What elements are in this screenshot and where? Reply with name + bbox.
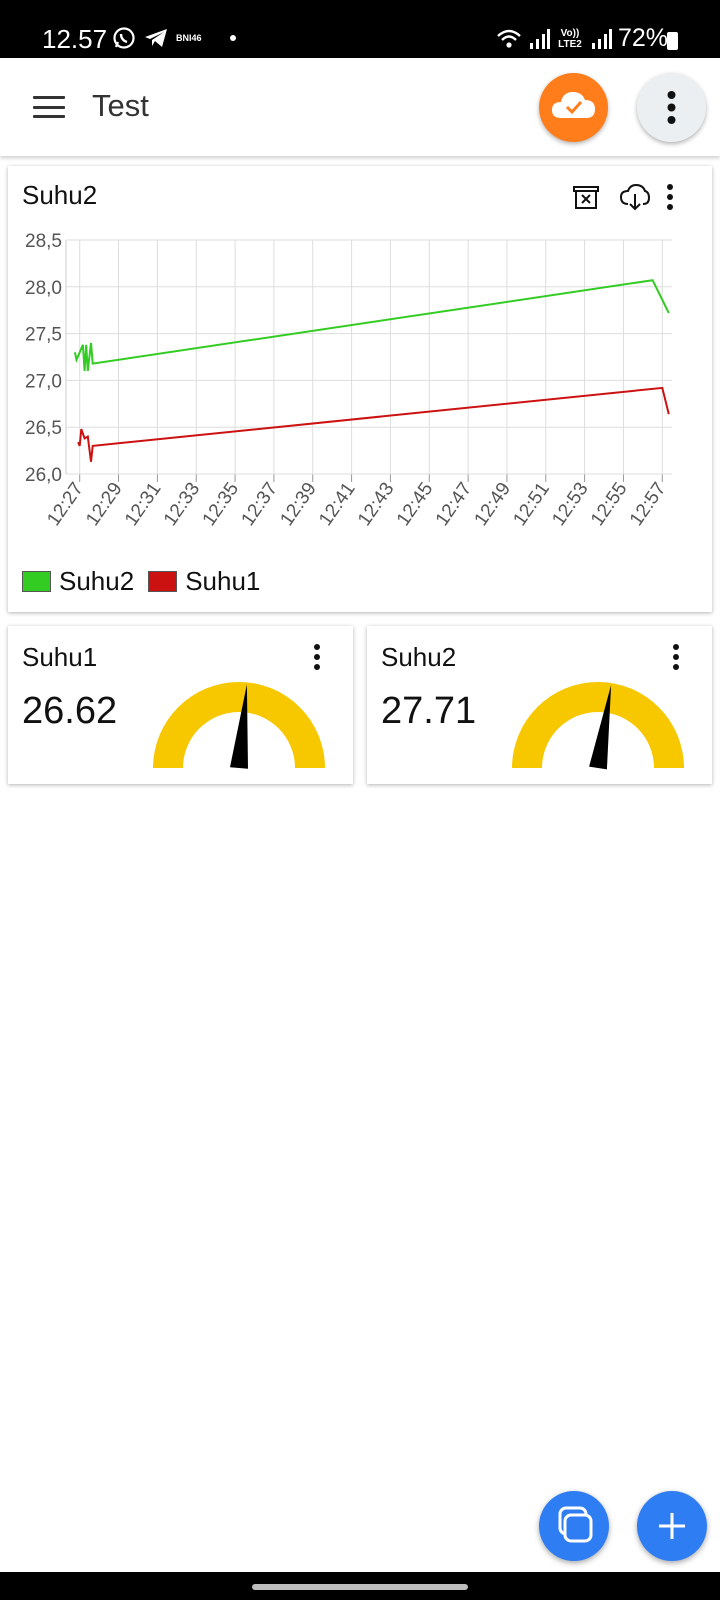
notification-dot-icon [229, 35, 236, 41]
gauge-arc [512, 682, 684, 768]
whatsapp-icon [113, 27, 135, 49]
more-vert-icon[interactable] [305, 642, 329, 672]
x-tick-label: 12:33 [160, 479, 204, 530]
telegram-icon [145, 29, 167, 47]
x-tick-label: 12:49 [471, 479, 515, 530]
x-tick-label: 12:39 [276, 479, 320, 530]
more-vert-icon[interactable] [658, 182, 682, 212]
x-tick-label: 12:27 [43, 479, 87, 530]
x-tick-label: 12:57 [626, 479, 670, 530]
menu-icon[interactable] [33, 96, 65, 118]
series-line-suhu1 [77, 386, 670, 462]
x-tick-label: 12:51 [509, 479, 553, 530]
chart-widget: Suhu2 12:27 12:29 12:31 12:33 12:35 12:37 12:3… [8, 166, 712, 612]
duplicate-fab[interactable] [539, 1491, 609, 1561]
battery-icon [667, 32, 678, 50]
gauge-value: 26.62 [22, 690, 118, 732]
gauge-needle [230, 684, 248, 769]
cloud-sync-button[interactable] [539, 73, 608, 142]
gauge-title: Suhu1 [22, 642, 98, 672]
y-tick-label: 26,0 [25, 465, 62, 486]
signal-icon [529, 28, 550, 49]
x-tick-label: 12:31 [121, 479, 165, 530]
more-vert-icon [667, 91, 676, 124]
x-tick-label: 12:41 [315, 479, 359, 530]
x-tick-label: 12:55 [587, 479, 631, 530]
y-tick-label: 27,5 [25, 325, 62, 346]
y-tick-label: 28,5 [25, 231, 62, 252]
cloud-download-icon[interactable] [619, 182, 651, 212]
clear-data-icon[interactable] [571, 182, 601, 212]
notification-icons: BNI46 [112, 26, 236, 50]
y-tick-label: 26,5 [25, 418, 62, 439]
gauge-title: Suhu2 [381, 642, 457, 672]
page-title: Test [92, 88, 149, 123]
gauge-widget-suhu2: Suhu2 27.71 [367, 626, 712, 784]
x-tick-label: 12:43 [354, 479, 398, 530]
x-tick-label: 12:37 [238, 479, 282, 530]
legend-swatch-suhu2 [22, 571, 51, 592]
chart-legend: Suhu2 Suhu1 [22, 566, 260, 597]
x-tick-label: 12:45 [393, 479, 437, 530]
x-tick-label: 12:35 [199, 479, 243, 530]
status-bar: 12.57 BNI46 Vo)) LTE2 [0, 0, 720, 58]
x-tick-label: 12:29 [82, 479, 126, 530]
x-tick-label: 12:47 [432, 479, 476, 530]
app-bar: Test [0, 58, 720, 156]
x-tick-label: 12:53 [548, 479, 592, 530]
legend-label-suhu2: Suhu2 [59, 566, 135, 596]
status-time: 12.57 [42, 24, 108, 54]
more-vert-icon[interactable] [664, 642, 688, 672]
signal-2-icon [591, 28, 612, 49]
add-icon [659, 1513, 685, 1539]
battery-percent: 72% [617, 24, 668, 52]
gauge-dial [512, 682, 684, 770]
add-widget-fab[interactable] [637, 1491, 707, 1561]
line-chart: 12:2712:2912:3112:3312:3512:3712:3912:41… [25, 231, 672, 530]
home-handle[interactable] [252, 1584, 468, 1590]
app-more-button[interactable] [637, 73, 706, 142]
carrier-label: BNI46 [176, 33, 202, 43]
gauge-needle [589, 685, 612, 770]
series-line-suhu2 [73, 279, 670, 372]
y-tick-label: 28,0 [25, 278, 62, 299]
legend-swatch-suhu1 [148, 571, 178, 592]
wifi-icon [497, 29, 521, 48]
gauge-dial [153, 682, 325, 769]
legend-label-suhu1: Suhu1 [185, 566, 261, 596]
network-type-label: Vo)) LTE2 [558, 27, 582, 50]
system-status-icons: Vo)) LTE2 72% [496, 24, 668, 53]
copy-icon [558, 1506, 593, 1543]
chart-widget-title: Suhu2 [22, 180, 98, 210]
gauge-value: 27.71 [381, 690, 477, 732]
gauge-widget-suhu1: Suhu1 26.62 [8, 626, 353, 784]
y-tick-label: 27,0 [25, 371, 62, 392]
cloud-check-icon [552, 92, 595, 118]
navigation-bar [0, 1572, 720, 1600]
gauge-arc [153, 682, 325, 768]
